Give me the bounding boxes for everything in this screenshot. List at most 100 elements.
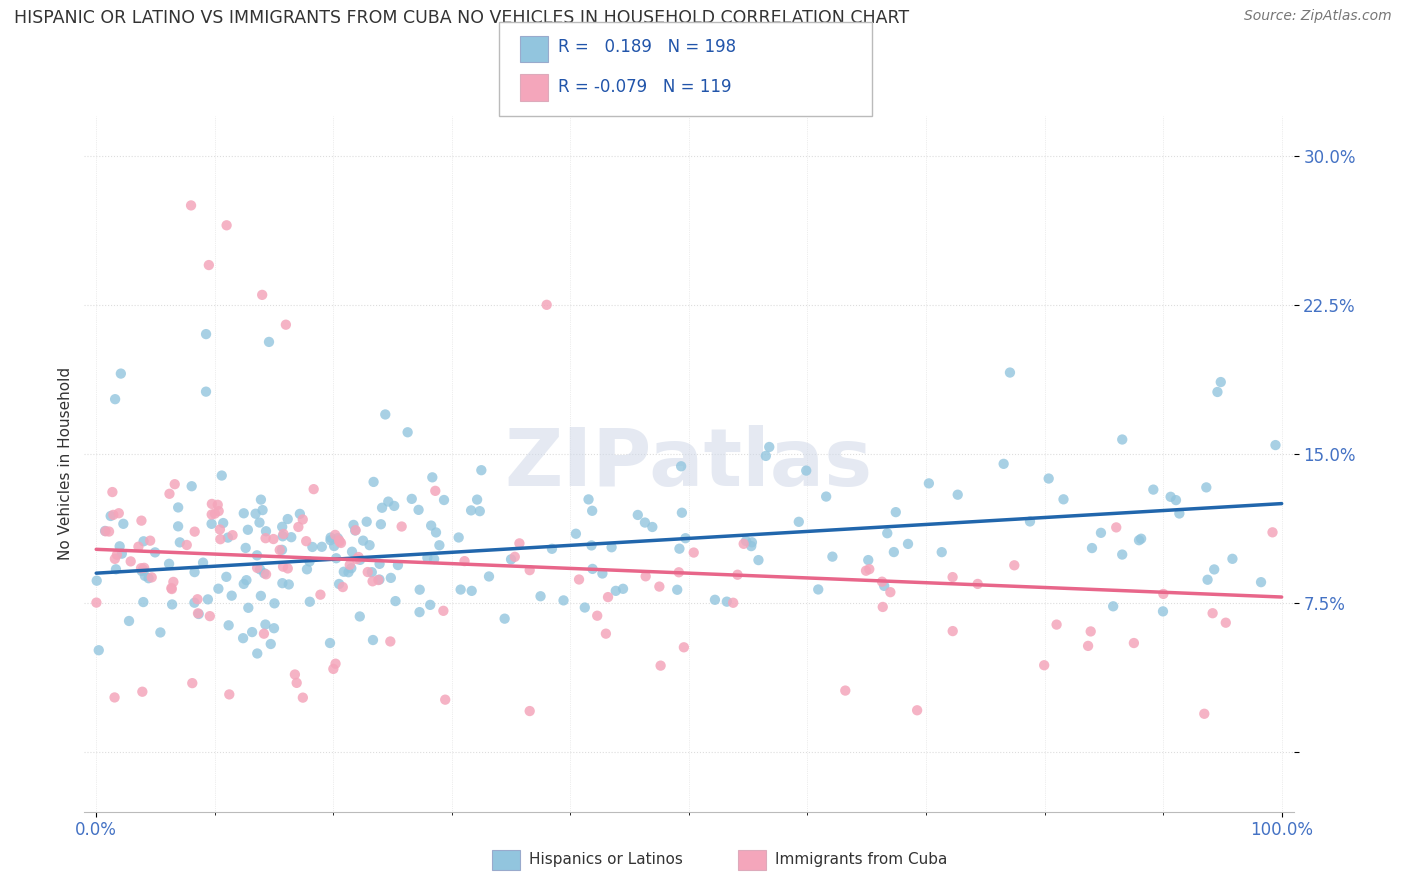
Point [401,491,423,506]
Point [367,573,389,587]
Point [108,539,131,553]
Point [138,571,160,585]
Point [235,541,257,555]
Point [218,618,240,632]
Point [232,631,254,645]
Point [139,533,162,548]
Point [425,525,447,540]
Point [235,573,257,587]
Point [1111,433,1133,447]
Point [349,609,371,624]
Point [263,596,285,610]
Point [246,549,269,563]
Point [568,573,591,587]
Point [295,534,318,549]
Point [250,589,273,603]
Text: Hispanics or Latinos: Hispanics or Latinos [529,853,682,867]
Point [134,561,156,575]
Point [86,574,108,588]
Point [201,508,224,522]
Point [131,564,153,578]
Point [858,562,880,576]
Point [1222,551,1244,566]
Point [208,504,231,518]
Point [201,497,224,511]
Point [368,557,391,571]
Point [344,524,367,538]
Point [669,459,692,474]
Point [425,483,447,498]
Point [253,626,276,640]
Point [565,526,588,541]
Point [221,528,243,542]
Point [280,530,302,544]
Point [794,464,817,478]
Point [246,647,269,661]
Point [384,594,406,608]
Point [104,562,127,576]
Point [198,609,221,624]
Text: HISPANIC OR LATINO VS IMMIGRANTS FROM CUBA NO VEHICLES IN HOUSEHOLD CORRELATION : HISPANIC OR LATINO VS IMMIGRANTS FROM CU… [14,9,910,27]
Point [132,562,155,576]
Point [578,492,600,507]
Point [876,526,898,541]
Point [302,482,325,496]
Text: ZIPatlas: ZIPatlas [505,425,873,503]
Point [183,565,205,579]
Point [134,569,156,583]
Point [1130,532,1153,546]
Point [1019,515,1042,529]
Point [465,492,488,507]
Point [1002,558,1025,573]
Point [508,536,530,550]
Point [252,503,274,517]
Point [246,561,269,575]
Point [918,476,941,491]
Point [309,588,332,602]
Point [361,574,384,589]
Point [319,636,342,650]
Point [132,595,155,609]
Point [1102,599,1125,614]
Point [634,516,657,530]
Point [342,517,364,532]
Point [105,548,128,562]
Point [787,515,810,529]
Point [195,327,218,342]
Point [905,703,928,717]
Text: Source: ZipAtlas.com: Source: ZipAtlas.com [1244,9,1392,23]
Point [191,556,214,570]
Point [346,552,368,566]
Point [238,600,260,615]
Point [215,570,238,584]
Point [605,583,627,598]
Point [131,514,153,528]
Point [249,516,271,530]
Point [323,539,346,553]
Point [107,506,129,520]
Point [1201,606,1223,620]
Point [1215,615,1237,630]
Point [325,657,347,671]
Point [357,565,380,579]
Point [262,532,284,546]
Point [218,687,240,701]
Point [450,582,472,597]
Point [104,392,127,407]
Point [883,545,905,559]
Point [157,557,180,571]
Point [269,543,291,558]
Point [298,554,321,568]
Point [675,531,697,545]
Point [648,580,671,594]
Point [591,566,613,581]
Point [204,507,226,521]
Point [668,541,690,556]
Point [253,566,276,581]
Point [478,569,501,583]
Point [408,605,430,619]
Point [347,549,370,564]
Point [160,582,183,596]
Point [879,585,901,599]
Point [349,553,371,567]
